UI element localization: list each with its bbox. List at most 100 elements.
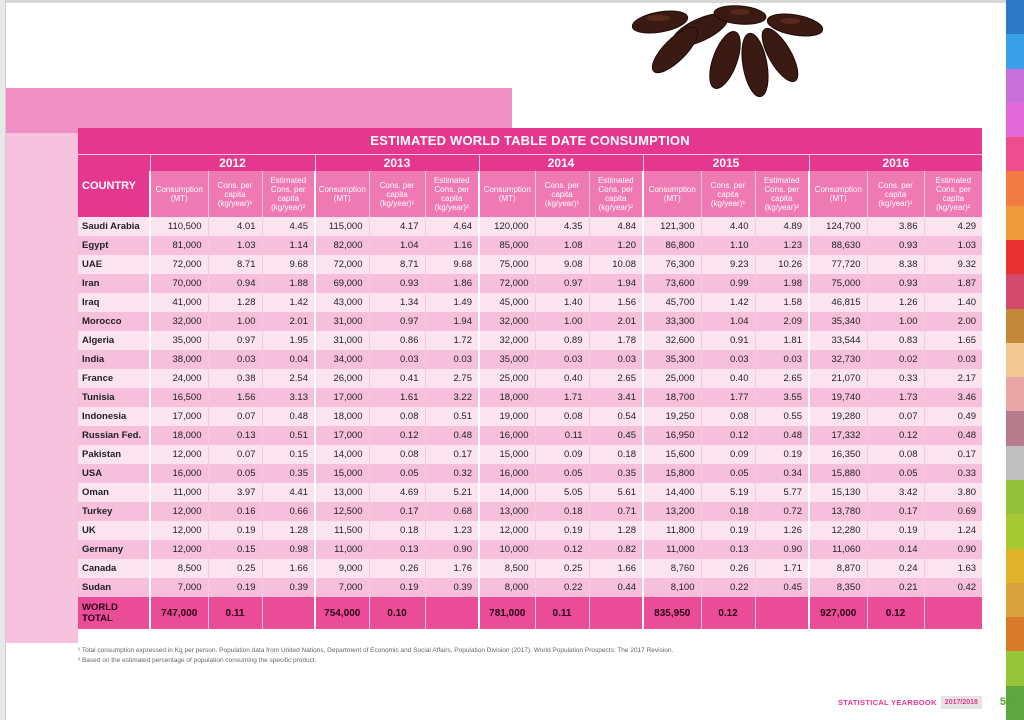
total-value-cell [261,597,315,629]
country-cell: Germany [78,540,150,559]
value-cell: 0.09 [700,445,755,464]
value-cell: 0.04 [261,350,315,369]
section-tab[interactable] [1006,102,1024,138]
value-cell: 0.17 [866,502,924,521]
value-cell: 35,300 [642,350,701,369]
column-subheader: Consumption (MT) [642,171,701,217]
footnotes: ¹ Total consumption expressed in Kg per … [78,646,958,666]
value-cell: 3.46 [923,388,983,407]
value-cell: 1.63 [923,559,983,578]
section-tab[interactable] [1006,377,1024,412]
value-cell: 0.19 [207,521,262,540]
value-cell: 0.26 [700,559,755,578]
section-tab[interactable] [1006,171,1024,206]
value-cell: 124,700 [808,217,867,236]
section-tab[interactable] [1006,411,1024,446]
section-tab[interactable] [1006,548,1024,583]
country-cell: Morocco [78,312,150,331]
column-subheader: Estimated Cons. per capita (kg/year)² [588,171,643,217]
section-tab[interactable] [1006,68,1024,103]
column-subheader: Estimated Cons. per capita (kg/year)² [923,171,983,217]
country-cell: Iraq [78,293,150,312]
total-value-cell [424,597,479,629]
section-tab[interactable] [1006,342,1024,378]
section-tab[interactable] [1006,617,1024,652]
section-tab[interactable] [1006,274,1024,309]
section-tab[interactable] [1006,34,1024,69]
value-cell: 15,600 [642,445,701,464]
value-cell: 1.49 [424,293,479,312]
section-tab[interactable] [1006,0,1024,35]
world-total-row: WORLD TOTAL 747,000 0.11 754,000 0.10 781,000 0… [78,597,983,629]
section-tab[interactable] [1006,582,1024,618]
section-tab[interactable] [1006,479,1024,515]
value-cell: 0.08 [368,445,425,464]
value-cell: 4.84 [588,217,643,236]
total-value-cell: 0.12 [866,597,924,629]
table-row: Turkey 12,000 0.16 0.66 12,500 0.17 0.68 13,000… [78,502,983,521]
value-cell: 88,630 [808,236,867,255]
section-tab[interactable] [1006,137,1024,172]
value-cell: 1.23 [754,236,809,255]
value-cell: 1.28 [207,293,262,312]
value-cell: 0.83 [866,331,924,350]
column-subheader: Consumption (MT) [149,171,208,217]
value-cell: 13,000 [314,483,369,502]
value-cell: 0.22 [700,578,755,597]
total-value-cell: 0.11 [207,597,262,629]
value-cell: 0.94 [207,274,262,293]
table-row: Russian Fed. 18,000 0.13 0.51 17,000 0.12 0.48… [78,426,983,445]
column-subheader: Cons. per capita (kg/year)¹ [207,171,262,217]
value-cell: 5.21 [424,483,479,502]
value-cell: 0.48 [923,426,983,445]
section-tab[interactable] [1006,205,1024,240]
section-tab[interactable] [1006,685,1024,720]
value-cell: 0.12 [866,426,924,445]
section-tab[interactable] [1006,239,1024,275]
section-tab[interactable] [1006,514,1024,549]
section-tab[interactable] [1006,308,1024,343]
value-cell: 11,000 [314,540,369,559]
value-cell: 0.16 [207,502,262,521]
value-cell: 1.00 [866,312,924,331]
value-cell: 0.03 [700,350,755,369]
value-cell: 0.82 [588,540,643,559]
value-cell: 16,350 [808,445,867,464]
value-cell: 12,500 [314,502,369,521]
section-tab[interactable] [1006,651,1024,686]
table-row: Iraq 41,000 1.28 1.42 43,000 1.34 1.49 45,000 1.… [78,293,983,312]
total-value-cell [754,597,809,629]
value-cell: 38,000 [149,350,208,369]
value-cell: 5.19 [700,483,755,502]
value-cell: 8,100 [642,578,701,597]
value-cell: 0.03 [368,350,425,369]
page-footer: STATISTICAL YEARBOOK 2017/2018 57 [838,692,1012,712]
value-cell: 0.03 [424,350,479,369]
value-cell: 1.86 [424,274,479,293]
value-cell: 0.21 [866,578,924,597]
value-cell: 0.32 [424,464,479,483]
value-cell: 16,000 [478,426,535,445]
value-cell: 7,000 [314,578,369,597]
country-cell: Pakistan [78,445,150,464]
value-cell: 13,200 [642,502,701,521]
value-cell: 10,000 [478,540,535,559]
value-cell: 0.05 [368,464,425,483]
value-cell: 115,000 [314,217,369,236]
value-cell: 16,500 [149,388,208,407]
value-cell: 43,000 [314,293,369,312]
value-cell: 0.07 [866,407,924,426]
value-cell: 0.54 [588,407,643,426]
value-cell: 1.87 [923,274,983,293]
column-subheader: Consumption (MT) [808,171,867,217]
value-cell: 0.13 [207,426,262,445]
value-cell: 1.40 [534,293,589,312]
section-tab[interactable] [1006,445,1024,480]
year-header: 2014 [478,153,643,171]
value-cell: 0.22 [534,578,589,597]
value-cell: 70,000 [149,274,208,293]
country-cell: Oman [78,483,150,502]
value-cell: 0.45 [588,426,643,445]
table-row: Canada 8,500 0.25 1.66 9,000 0.26 1.76 8,500 0.2… [78,559,983,578]
value-cell: 4.01 [207,217,262,236]
